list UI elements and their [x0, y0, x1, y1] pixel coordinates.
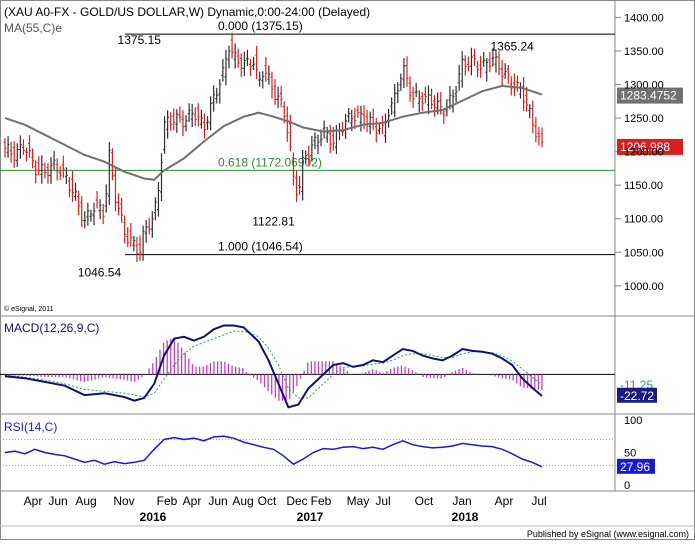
price-tick-label: 1400.00 [624, 12, 664, 24]
rsi-tick-label: 100 [624, 415, 642, 427]
ma-line [4, 84, 543, 181]
time-label: Jan [452, 494, 471, 508]
time-label: Jun [208, 494, 227, 508]
macd-value-tag-bg [617, 387, 657, 403]
time-label: Nov [113, 494, 134, 508]
price-annotation: 1046.54 [78, 266, 122, 280]
chart-title: (XAU A0-FX - GOLD/US DOLLAR,W) Dynamic,0… [4, 5, 370, 19]
price-tick-label: 1250.00 [624, 113, 664, 125]
last-price-tag-bg [617, 138, 683, 155]
time-label: Jul [375, 494, 390, 508]
last-price-tag: 1206.988 [620, 140, 670, 154]
rsi-value-tag-bg [617, 458, 655, 474]
year-label: 2016 [140, 510, 167, 524]
rsi-label: RSI(14,C) [4, 420, 57, 434]
macd-label: MACD(12,26,9,C) [4, 321, 99, 335]
rsi-tick-label: 0 [624, 480, 630, 492]
time-label: Dec [286, 494, 307, 508]
time-label: Apr [24, 494, 43, 508]
axis-labels: 1000.00 1050.00 1100.00 1150.00 1200.00 1250.… [24, 12, 664, 524]
price-tick-label: 1100.00 [624, 214, 663, 226]
price-annotation: 1122.81 [252, 214, 295, 228]
time-label: Oct [415, 494, 434, 508]
watermark: © eSignal, 2011 [4, 305, 54, 313]
year-label: 2018 [452, 510, 479, 524]
ma-value-tag-bg [617, 87, 683, 104]
time-label: Feb [157, 494, 178, 508]
price-tick-label: 1050.00 [624, 247, 664, 259]
fib-level-label: 0.000 (1375.15) [218, 19, 303, 33]
price-tick-label: 1350.00 [624, 46, 664, 58]
ma-legend: MA(55,C)e [4, 21, 62, 35]
rsi-value-tag: 27.96 [620, 460, 650, 474]
fib-level-label: 0.618 (1172.06902) [218, 155, 322, 169]
price-annotation: 1365.24 [490, 40, 534, 54]
time-label: Apr [183, 494, 202, 508]
price-annotation: 1375.15 [118, 33, 162, 47]
macd-line [4, 324, 543, 409]
time-label: Feb [311, 494, 332, 508]
time-label: May [347, 494, 370, 508]
price-tick-label: 1000.00 [624, 281, 664, 293]
macd-value-tag: -22.72 [620, 389, 654, 403]
rsi-panel: 100 50 0 27.96 [0, 415, 655, 492]
time-label: Apr [495, 494, 514, 508]
time-label: Jun [48, 494, 67, 508]
macd-signal-line [4, 330, 543, 399]
time-label: Jul [531, 494, 546, 508]
price-tick-label: 1150.00 [624, 180, 663, 192]
year-label: 2017 [297, 510, 324, 524]
price-lines: 1283.4752 1206.988 [4, 84, 683, 181]
fib-levels: 0.000 (1375.15) 0.618 (1172.06902) 1.000 (… [0, 19, 615, 280]
time-label: Aug [75, 494, 96, 508]
price-tick-label: 1300.00 [624, 80, 664, 92]
time-label: Aug [232, 494, 253, 508]
macd-panel: -11.25-22.72 [0, 324, 657, 409]
footer-text: Published by eSignal (www.esignal.com) [527, 529, 689, 539]
price-tick-label: 1200.00 [624, 147, 664, 159]
ma-value-tag: 1283.4752 [620, 89, 677, 103]
rsi-tick-label: 50 [624, 448, 636, 460]
rsi-line [4, 435, 543, 468]
time-label: Oct [258, 494, 277, 508]
fib-level-label: 1.000 (1046.54) [218, 240, 303, 254]
candles [3, 32, 544, 262]
